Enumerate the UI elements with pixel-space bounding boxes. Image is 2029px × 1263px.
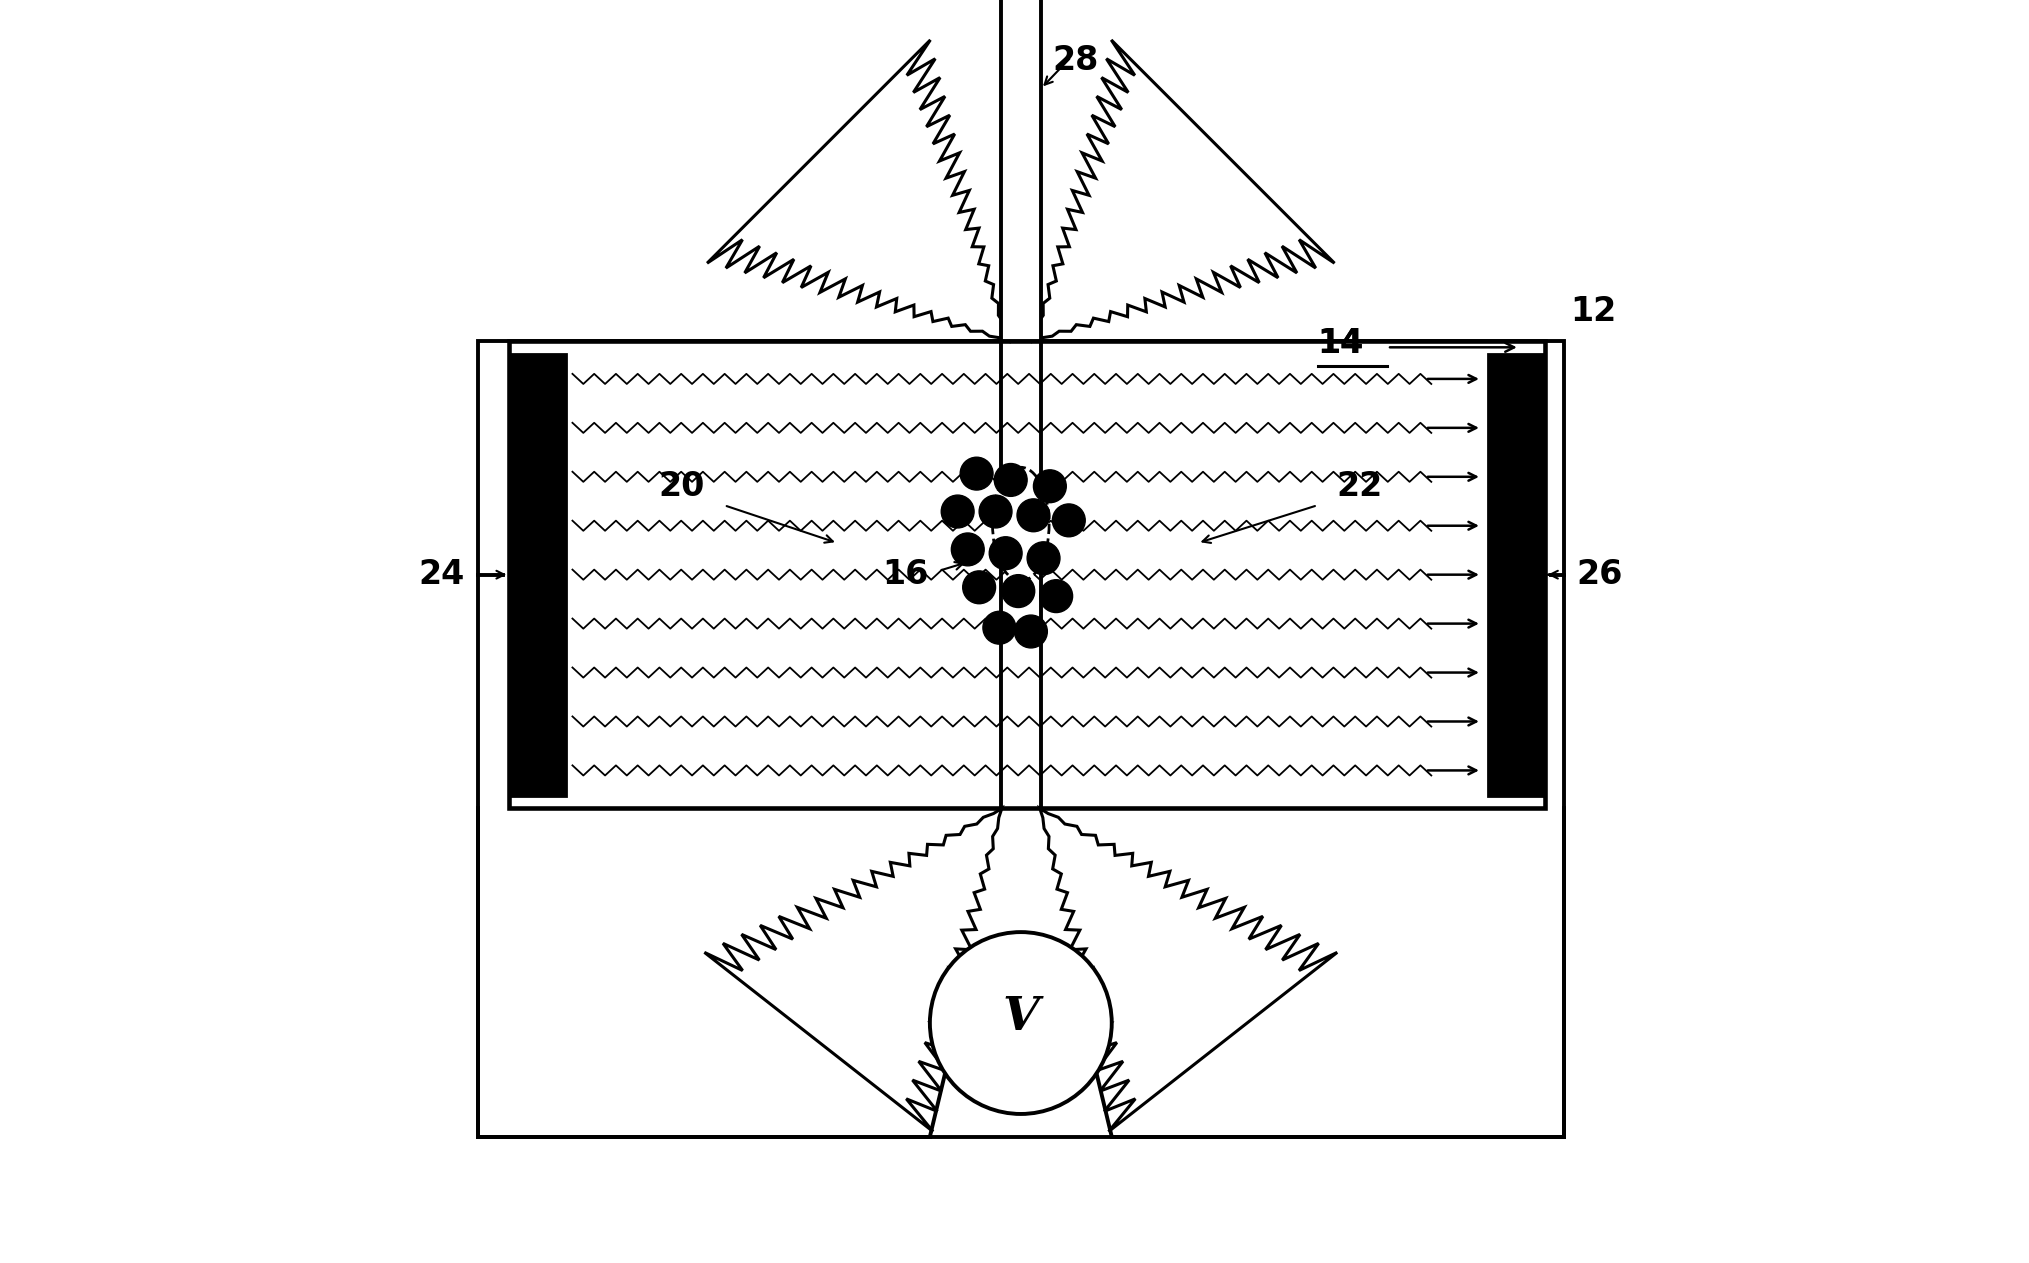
- Bar: [1487, 354, 1544, 796]
- Bar: [509, 341, 1544, 808]
- Circle shape: [1039, 580, 1073, 613]
- Bar: [1000, 0, 1041, 341]
- Text: 14: 14: [1317, 327, 1363, 360]
- Circle shape: [1014, 615, 1047, 648]
- Circle shape: [1027, 542, 1059, 575]
- Circle shape: [941, 495, 974, 528]
- Text: 14: 14: [1317, 327, 1363, 360]
- Circle shape: [1053, 504, 1086, 537]
- Bar: [509, 354, 566, 796]
- Text: 24: 24: [418, 558, 465, 591]
- Text: 16: 16: [883, 558, 927, 591]
- Circle shape: [1002, 575, 1035, 608]
- Circle shape: [994, 464, 1027, 496]
- Circle shape: [980, 495, 1012, 528]
- Text: 12: 12: [1570, 296, 1617, 328]
- Text: 20: 20: [659, 470, 704, 503]
- Text: 28: 28: [1053, 44, 1100, 77]
- Text: V: V: [1002, 994, 1039, 1039]
- Text: 22: 22: [1337, 470, 1384, 503]
- Circle shape: [952, 533, 984, 566]
- Circle shape: [960, 457, 992, 490]
- Bar: [477, 341, 1564, 1137]
- Circle shape: [1033, 470, 1067, 503]
- Circle shape: [982, 611, 1017, 644]
- Circle shape: [1017, 499, 1049, 532]
- Circle shape: [990, 537, 1023, 570]
- Text: 26: 26: [1577, 558, 1623, 591]
- Circle shape: [962, 571, 996, 604]
- Ellipse shape: [992, 467, 1049, 581]
- Circle shape: [929, 932, 1112, 1114]
